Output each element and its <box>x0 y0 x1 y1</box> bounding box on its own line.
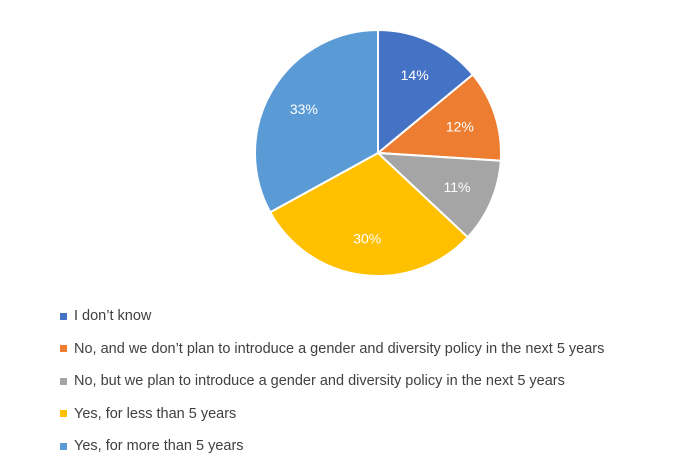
data-label: 11% <box>444 179 471 195</box>
legend-label: I don’t know <box>74 308 152 325</box>
data-label: 33% <box>290 101 318 117</box>
legend-label: Yes, for more than 5 years <box>74 438 244 455</box>
pie-data-labels: 14% 12% 11% 30% 33% <box>290 67 474 246</box>
slice-yes-more-5 <box>254 28 379 214</box>
legend-swatch <box>60 410 67 418</box>
legend-label: No, but we plan to introduce a gender an… <box>74 373 565 390</box>
slice-no-no-plan <box>375 73 502 162</box>
legend-label: No, and we don’t plan to introduce a gen… <box>74 340 605 357</box>
legend-item-yes-less-5: Yes, for less than 5 years <box>60 398 604 431</box>
legend-swatch <box>60 442 67 450</box>
legend-item-i-dont-know: I don’t know <box>60 300 604 333</box>
legend-swatch <box>60 377 67 385</box>
slice-yes-less-5 <box>268 151 470 277</box>
legend: I don’t know No, and we don’t plan to in… <box>60 300 604 463</box>
legend-item-yes-more-5: Yes, for more than 5 years <box>60 430 604 463</box>
slice-no-but-plan <box>375 151 502 239</box>
legend-item-no-no-plan: No, and we don’t plan to introduce a gen… <box>60 333 604 366</box>
data-label: 14% <box>401 67 429 83</box>
data-label: 12% <box>446 118 474 134</box>
legend-swatch <box>60 345 67 353</box>
legend-swatch <box>60 312 67 320</box>
legend-label: Yes, for less than 5 years <box>74 405 237 422</box>
data-label: 30% <box>353 230 381 246</box>
pie-slices <box>254 28 502 277</box>
pie-chart: 14% 12% 11% 30% 33% <box>254 28 502 277</box>
slice-i-dont-know <box>377 28 475 156</box>
legend-item-no-but-plan: No, but we plan to introduce a gender an… <box>60 365 604 398</box>
